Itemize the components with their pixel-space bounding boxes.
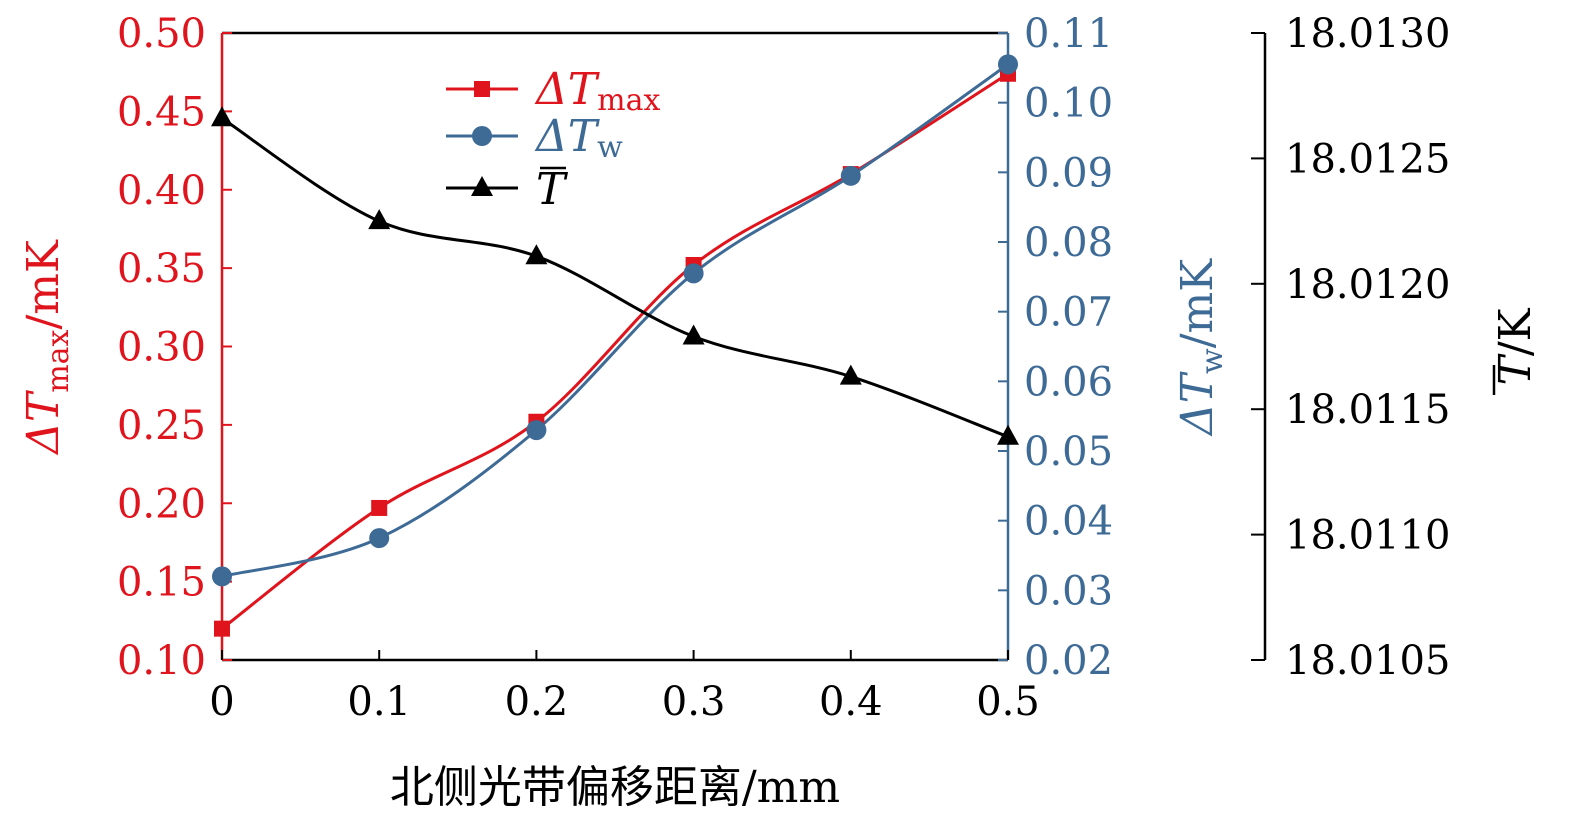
right1-y-ticks: 0.02 0.03 0.04 0.05 0.06 0.07 0.08 0.09 0.10 0.11 (998, 11, 1113, 684)
right1-tick-label: 0.04 (1024, 499, 1113, 545)
series-line-tbar (222, 117, 1008, 439)
right2-tick-label: 18.0105 (1285, 638, 1450, 684)
legend-marker-tbar (471, 176, 493, 196)
left-tick-label: 0.35 (117, 246, 206, 292)
data-point-tbar (997, 424, 1019, 445)
legend-label-dtw-main: ΔT (534, 111, 601, 162)
legend-label-tbar-main: T (536, 164, 569, 215)
right1-axis-title: ΔTw/mK (1172, 258, 1230, 437)
right1-tick-label: 0.03 (1024, 568, 1113, 614)
right1-tick-label: 0.08 (1024, 220, 1113, 266)
legend-item-dtmax: ΔTmax (446, 64, 660, 118)
legend-label-dtmax-main: ΔT (534, 64, 601, 115)
left-tick-label: 0.50 (117, 11, 206, 57)
x-tick-label: 0.5 (976, 679, 1040, 725)
x-axis-title: 北侧光带偏移距离/mm (390, 762, 840, 813)
legend-label-dtmax: ΔTmax (534, 64, 660, 118)
right2-tick-label: 18.0130 (1285, 11, 1450, 57)
right1-tick-label: 0.05 (1024, 429, 1113, 475)
legend: ΔTmax ΔTw T (446, 64, 660, 215)
right2-tick-label: 18.0120 (1285, 262, 1450, 308)
legend-marker-dtw (472, 126, 492, 146)
data-point-dtw (998, 54, 1018, 75)
left-axis-title-sub: max (41, 329, 76, 392)
data-point-tbar (211, 106, 233, 127)
right1-tick-label: 0.02 (1024, 638, 1113, 684)
left-axis-title-unit: /mK (18, 239, 69, 330)
data-point-dtw (369, 528, 390, 549)
right1-axis-title-main: ΔT (1172, 370, 1223, 437)
legend-label-tbar: T (536, 164, 569, 215)
left-tick-label: 0.25 (117, 403, 206, 449)
right2-axis-title-group: T/K (1490, 307, 1541, 395)
right1-tick-label: 0.11 (1024, 11, 1113, 57)
x-tick-label: 0.3 (662, 679, 726, 725)
markers-layer (211, 54, 1019, 637)
x-tick-label: 0.4 (819, 679, 883, 725)
legend-marker-dtmax (474, 81, 490, 97)
left-axis-title: ΔTmax/mK (18, 239, 76, 456)
right1-tick-label: 0.06 (1024, 359, 1113, 405)
right1-tick-label: 0.09 (1024, 150, 1113, 196)
right2-axis-title-unit: /K (1490, 307, 1541, 356)
right2-tick-label: 18.0115 (1285, 387, 1450, 433)
right2-axis-title: T/K (1490, 307, 1541, 385)
left-axis-title-main: ΔT (18, 389, 69, 456)
data-point-dtmax (371, 499, 388, 516)
data-point-tbar (368, 209, 391, 230)
left-tick-label: 0.10 (117, 638, 206, 684)
right2-y-ticks: 18.0105 18.0110 18.0115 18.0120 18.0125 18.01… (1251, 11, 1450, 684)
legend-label-dtw-sub: w (597, 130, 623, 165)
right2-tick-label: 18.0110 (1285, 513, 1450, 559)
right2-tick-label: 18.0125 (1285, 136, 1450, 182)
data-point-dtw (683, 263, 704, 284)
legend-item-dtw: ΔTw (446, 111, 623, 165)
legend-label-dtw: ΔTw (534, 111, 623, 165)
left-tick-label: 0.30 (117, 325, 206, 371)
data-point-dtw (526, 420, 547, 441)
left-tick-label: 0.20 (117, 481, 206, 527)
legend-item-tbar: T (446, 164, 569, 215)
right1-axis-title-sub: w (1195, 348, 1230, 374)
data-point-dtw (840, 165, 861, 186)
legend-label-dtmax-sub: max (597, 83, 660, 118)
left-tick-label: 0.45 (117, 89, 206, 135)
x-tick-label: 0.2 (505, 679, 569, 725)
left-y-ticks: 0.10 0.15 0.20 0.25 0.30 0.35 0.40 0.45 0.50 (117, 11, 232, 684)
x-tick-label: 0 (209, 679, 234, 725)
left-tick-label: 0.15 (117, 560, 206, 606)
right2-axis-title-main: T (1490, 353, 1541, 386)
data-point-tbar (839, 364, 862, 385)
data-point-dtmax (214, 620, 230, 637)
right1-tick-label: 0.07 (1024, 290, 1113, 336)
left-tick-label: 0.40 (117, 168, 206, 214)
x-tick-label: 0.1 (347, 679, 411, 725)
right1-tick-label: 0.10 (1024, 81, 1113, 127)
right1-axis-title-unit: /mK (1172, 258, 1223, 349)
x-ticks: 0 0.1 0.2 0.3 0.4 0.5 (209, 650, 1040, 725)
data-point-dtw (212, 566, 232, 587)
data-point-tbar (525, 244, 548, 265)
data-point-tbar (682, 324, 705, 345)
